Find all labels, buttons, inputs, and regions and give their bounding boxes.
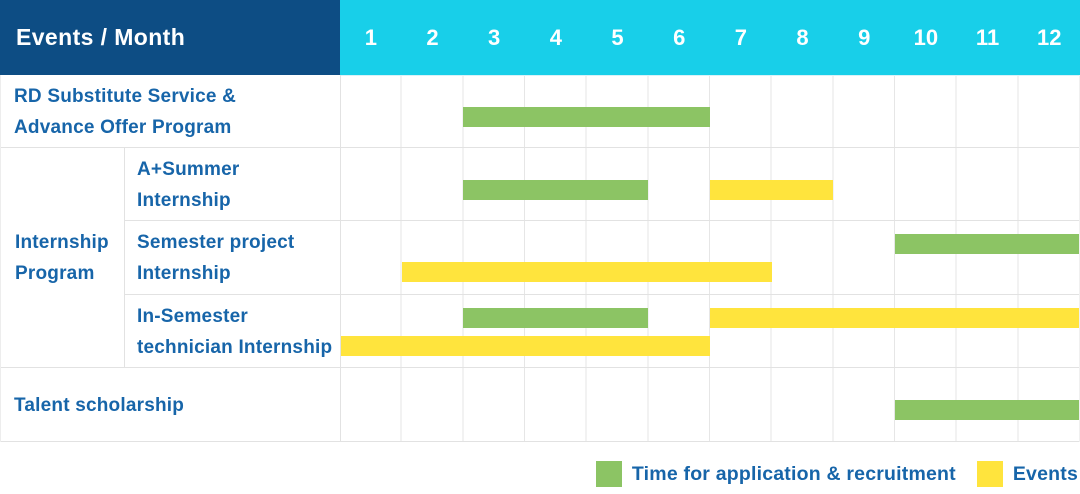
gantt-bar-in-semester-technician-event: [340, 336, 710, 356]
gantt-bar-a-plus-summer-recruitment: [463, 180, 649, 200]
gantt-grid: [340, 75, 1080, 442]
gantt-bar-in-semester-technician-recruitment: [463, 308, 649, 328]
grid-line: [0, 75, 1, 442]
row-label-semester-project: Semester project Internship: [124, 221, 340, 295]
month-header-7: 7: [734, 24, 747, 50]
grid-line: [340, 75, 341, 442]
grid-line: [124, 294, 1080, 295]
gantt-bar-semester-project-event: [401, 262, 772, 282]
legend-item-recruitment: Time for application & recruitment: [595, 461, 956, 487]
header-title-cell: Events / Month: [0, 0, 340, 75]
month-header-2: 2: [426, 24, 439, 50]
group-label-internship-program: Internship Program: [0, 148, 124, 368]
row-label-a-plus-summer: A+Summer Internship: [124, 148, 340, 221]
month-header-3: 3: [488, 24, 501, 50]
month-header-12: 12: [1036, 24, 1062, 50]
grid-line: [0, 367, 1080, 368]
header-title: Events / Month: [16, 24, 186, 50]
row-label-line: RD Substitute Service &: [14, 85, 237, 107]
row-label-in-semester-technician: In-Semester technician Internship: [124, 295, 340, 368]
row-label-line: Advance Offer Program: [14, 116, 232, 138]
row-label-line: Semester project: [137, 232, 295, 253]
group-label-line: Program: [15, 263, 95, 284]
grid-line: [124, 148, 125, 368]
month-header-1: 1: [364, 24, 377, 50]
grid-line: [124, 220, 1080, 221]
event-color-swatch: [976, 461, 1003, 487]
recruitment-color-swatch: [595, 461, 622, 487]
gantt-bar-a-plus-summer-event: [710, 180, 834, 200]
legend-item-event: Events: [976, 461, 1078, 487]
month-header-4: 4: [549, 24, 562, 50]
row-label-line: Talent scholarship: [14, 394, 185, 416]
row-label-line: Internship: [137, 263, 231, 284]
row-label-line: technician Internship: [137, 336, 333, 358]
grid-line: [0, 441, 1080, 442]
gantt-bar-talent-scholarship-recruitment: [895, 400, 1080, 420]
row-label-line: A+Summer: [137, 158, 240, 180]
legend-label: Events: [1012, 462, 1078, 485]
gantt-bar-semester-project-recruitment: [895, 234, 1080, 254]
row-label-talent-scholarship: Talent scholarship: [0, 368, 340, 442]
gantt-bar-in-semester-technician-event: [710, 308, 1080, 328]
row-label-line: In-Semester: [137, 305, 248, 327]
grid-line: [0, 147, 1080, 148]
month-header-11: 11: [975, 24, 1000, 50]
row-label-rd-substitute: RD Substitute Service & Advance Offer Pr…: [0, 75, 340, 148]
month-header-10: 10: [913, 24, 939, 50]
month-header-row: 1 2 3 4 5 6 7 8 9 10 11 12: [340, 0, 1080, 75]
row-label-line: Internship: [137, 189, 231, 211]
month-header-6: 6: [673, 24, 686, 50]
legend-label: Time for application & recruitment: [631, 462, 956, 485]
month-header-5: 5: [611, 24, 624, 50]
month-header-9: 9: [858, 24, 871, 50]
group-label-line: Internship: [15, 232, 109, 253]
gantt-bar-rd-substitute-recruitment: [463, 107, 710, 127]
legend: Time for application & recruitment Event…: [595, 461, 1078, 487]
month-header-8: 8: [796, 24, 809, 50]
